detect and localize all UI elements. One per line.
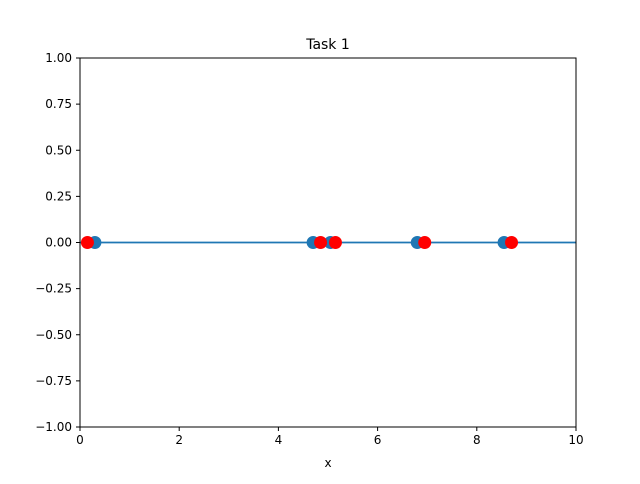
data-point-series-2-5: [505, 236, 518, 249]
y-tick-label: 1.00: [45, 51, 72, 65]
x-tick-label: 10: [568, 433, 583, 447]
x-tick-label: 0: [76, 433, 84, 447]
data-point-series-2-4: [418, 236, 431, 249]
y-tick-label: 0.50: [45, 143, 72, 157]
chart-title: Task 1: [305, 37, 350, 53]
x-tick-label: 8: [473, 433, 481, 447]
y-tick-label: 0.00: [45, 236, 72, 250]
y-tick-label: −0.25: [35, 282, 72, 296]
y-tick-label: −0.75: [35, 374, 72, 388]
x-tick-label: 2: [175, 433, 183, 447]
y-tick-label: −1.00: [35, 420, 72, 434]
x-tick-label: 4: [275, 433, 283, 447]
x-tick-label: 6: [374, 433, 382, 447]
x-axis-label: x: [324, 456, 331, 470]
y-tick-label: 0.75: [45, 97, 72, 111]
data-point-series-2-2: [314, 236, 327, 249]
data-point-series-2-1: [81, 236, 94, 249]
y-tick-label: 0.25: [45, 189, 72, 203]
y-tick-label: −0.50: [35, 328, 72, 342]
data-point-series-2-3: [329, 236, 342, 249]
